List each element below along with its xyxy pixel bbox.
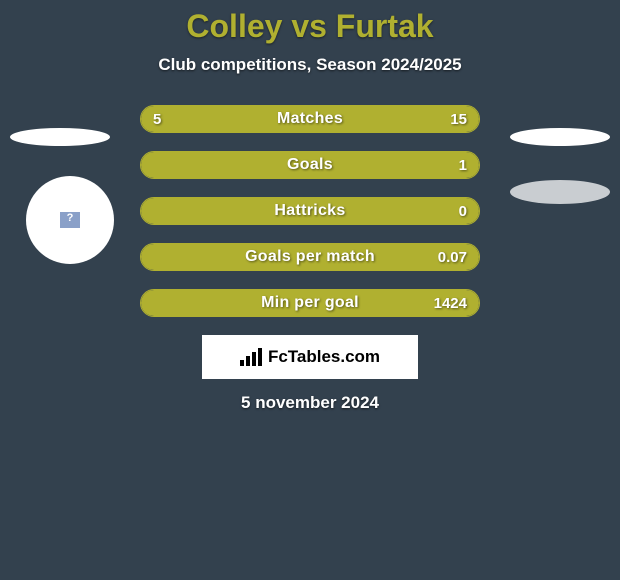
brand-text: FcTables.com (268, 347, 380, 367)
stat-row: 515Matches (140, 105, 480, 133)
stat-label: Min per goal (141, 290, 479, 316)
subtitle: Club competitions, Season 2024/2025 (0, 55, 620, 75)
brand-box: FcTables.com (202, 335, 418, 379)
date-text: 5 november 2024 (0, 393, 620, 413)
stat-label: Hattricks (141, 198, 479, 224)
stat-label: Matches (141, 106, 479, 132)
decor-ellipse-top-left (10, 128, 110, 146)
stat-row: 0.07Goals per match (140, 243, 480, 271)
stat-row: 1Goals (140, 151, 480, 179)
decor-ellipse-mid-right (510, 180, 610, 204)
decor-ellipse-top-right (510, 128, 610, 146)
stat-label: Goals per match (141, 244, 479, 270)
bar-chart-icon (240, 348, 262, 366)
player-placeholder-circle (26, 176, 114, 264)
stat-row: 1424Min per goal (140, 289, 480, 317)
stat-row: 0Hattricks (140, 197, 480, 225)
comparison-infographic: Colley vs Furtak Club competitions, Seas… (0, 0, 620, 580)
stat-label: Goals (141, 152, 479, 178)
placeholder-image-icon (60, 212, 80, 228)
stat-bars: 515Matches 1Goals 0Hattricks 0.07Goals per … (140, 105, 480, 317)
page-title: Colley vs Furtak (0, 8, 620, 45)
